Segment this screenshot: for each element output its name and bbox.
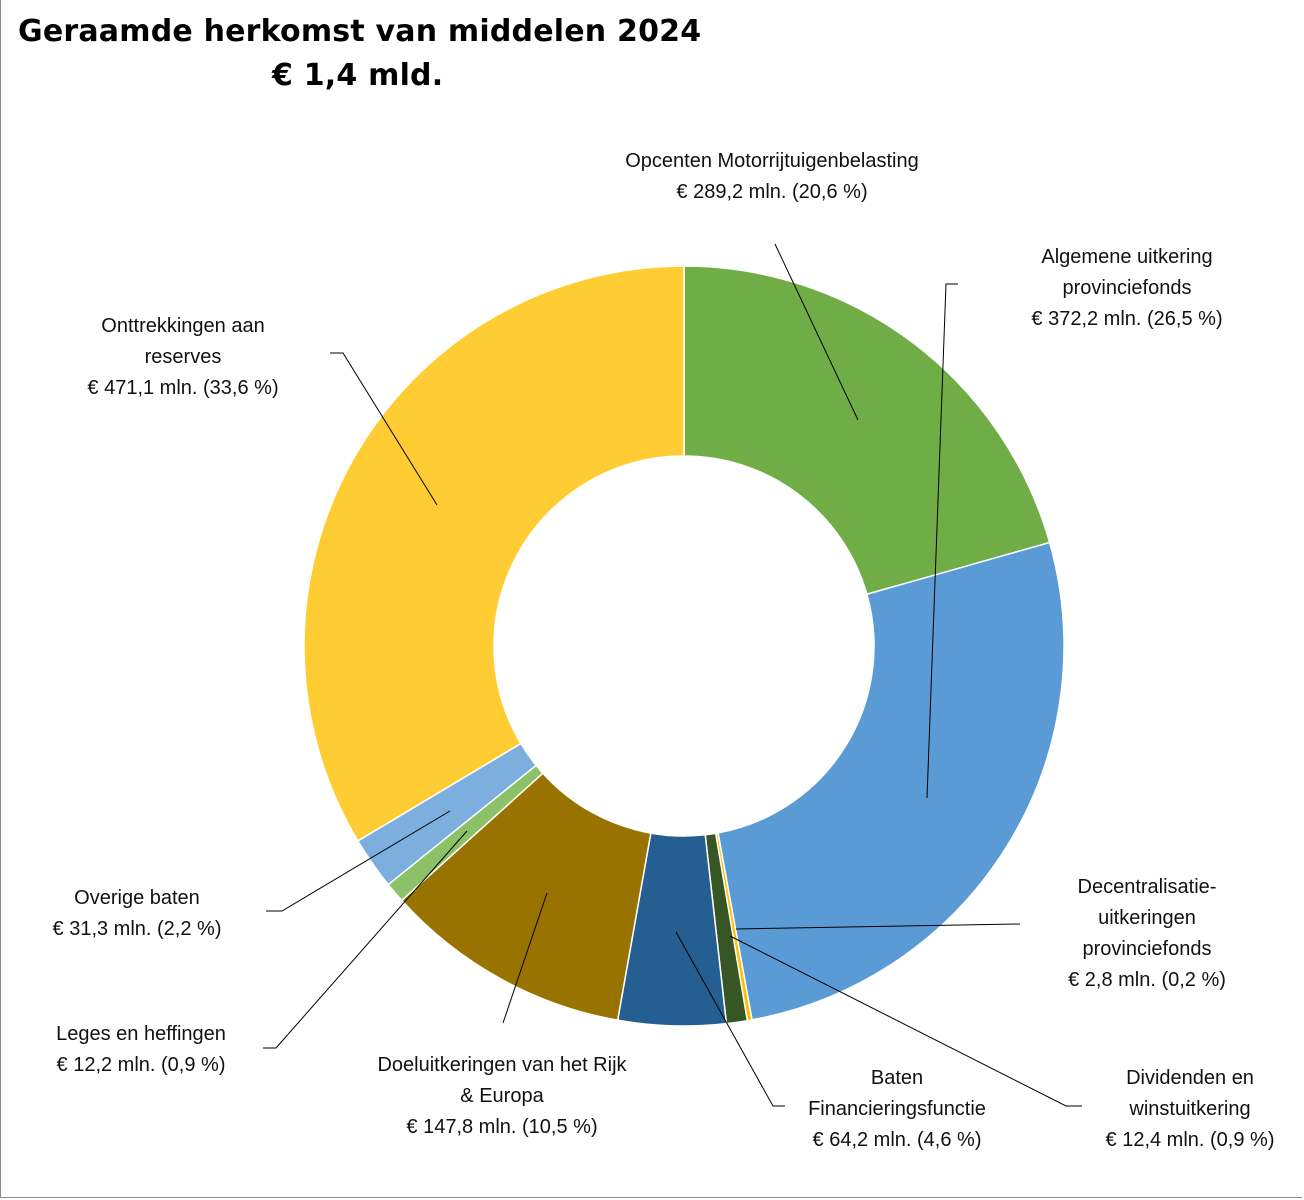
chart-title: Geraamde herkomst van middelen 2024	[18, 14, 702, 49]
leader-line-onttrekkingen-aan-reserves	[330, 352, 438, 506]
leader-line-opcenten-motorrijtuigenbelasting	[774, 243, 859, 421]
data-label-line: Decentralisatie-	[1078, 876, 1217, 898]
data-label-line: € 147,8 mln. (10,5 %)	[406, 1116, 597, 1138]
leader-line-algemene-uitkering-provinciefonds	[926, 283, 958, 799]
leader-line-overige-baten	[266, 810, 451, 912]
data-label-line: € 2,8 mln. (0,2 %)	[1068, 969, 1226, 991]
data-label-leges-en-heffingen: Leges en heffingen € 12,2 mln. (0,9 %)	[56, 1023, 226, 1076]
slice-onttrekkingen-aan-reserves	[303, 265, 685, 842]
slice-doeluitkeringen-van-het-rijk-europa	[400, 772, 652, 1022]
data-label-line: Opcenten Motorrijtuigenbelasting	[625, 150, 919, 172]
data-label-line: € 289,2 mln. (20,6 %)	[676, 181, 867, 203]
data-label-line: reserves	[145, 346, 222, 368]
data-label-decentralisatie-uitkeringen-provinciefonds: Decentralisatie-uitkeringen provinciefond…	[1068, 876, 1226, 991]
data-label-line: uitkeringen	[1098, 907, 1196, 929]
data-label-baten-financieringsfunctie: Baten Financieringsfunctie € 64,2 mln. (4,…	[808, 1067, 986, 1151]
data-label-onttrekkingen-aan-reserves: Onttrekkingen aan reserves € 471,1 mln. (3…	[87, 315, 278, 399]
data-label-line: € 64,2 mln. (4,6 %)	[813, 1129, 982, 1151]
data-label-overige-baten: Overige baten € 31,3 mln. (2,2 %)	[53, 887, 222, 940]
data-label-line: Dividenden en	[1126, 1067, 1254, 1089]
slice-opcenten-motorrijtuigenbelasting	[683, 265, 1051, 596]
data-label-line: Doeluitkeringen van het Rijk	[377, 1054, 627, 1076]
data-label-opcenten-motorrijtuigenbelasting: Opcenten Motorrijtuigenbelasting € 289,2 …	[625, 150, 919, 203]
data-label-line: Overige baten	[74, 887, 200, 909]
data-label-line: € 372,2 mln. (26,5 %)	[1031, 308, 1222, 330]
leader-line-dividenden-en-winstuitkering	[729, 935, 1082, 1107]
data-label-line: € 12,2 mln. (0,9 %)	[57, 1054, 226, 1076]
data-label-line: & Europa	[460, 1085, 544, 1107]
chart-subtitle: € 1,4 mld.	[272, 58, 444, 93]
data-label-algemene-uitkering-provinciefonds: Algemene uitkering provinciefonds € 372,2 …	[1031, 246, 1222, 330]
data-label-line: € 31,3 mln. (2,2 %)	[53, 918, 222, 940]
data-label-line: winstuitkering	[1128, 1098, 1250, 1120]
data-label-dividenden-en-winstuitkering: Dividenden en winstuitkering € 12,4 mln. (…	[1106, 1067, 1275, 1151]
data-label-line: € 471,1 mln. (33,6 %)	[87, 377, 278, 399]
data-label-line: Leges en heffingen	[56, 1023, 226, 1045]
data-label-line: Financieringsfunctie	[808, 1098, 986, 1120]
data-label-line: Onttrekkingen aan	[101, 315, 264, 337]
leader-line-decentralisatie-uitkeringen-provinciefonds	[735, 923, 1021, 930]
slice-algemene-uitkering-provinciefonds	[717, 541, 1065, 1021]
data-label-line: provinciefonds	[1083, 938, 1212, 960]
data-label-line: Algemene uitkering	[1041, 246, 1212, 268]
data-label-line: provinciefonds	[1063, 277, 1192, 299]
leader-line-leges-en-heffingen	[263, 830, 468, 1049]
data-label-line: € 12,4 mln. (0,9 %)	[1106, 1129, 1275, 1151]
leader-line-baten-financieringsfunctie	[675, 931, 785, 1107]
data-label-doeluitkeringen-van-het-rijk-europa: Doeluitkeringen van het Rijk & Europa € 14…	[377, 1054, 627, 1138]
data-label-line: Baten	[871, 1067, 923, 1089]
leader-line-doeluitkeringen-van-het-rijk-europa	[502, 892, 548, 1024]
